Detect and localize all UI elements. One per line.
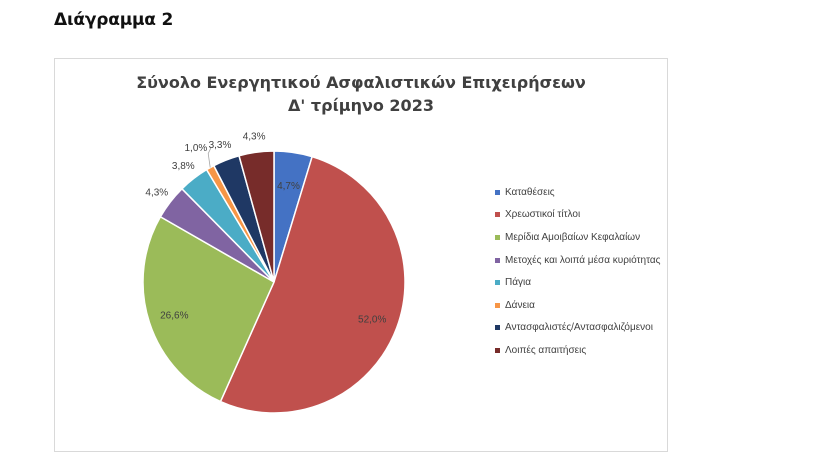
pie-slice xyxy=(238,150,275,283)
page-heading: Διάγραμμα 2 xyxy=(54,10,174,30)
legend-item: Δάνεια xyxy=(495,294,660,317)
data-label: 4,3% xyxy=(243,131,266,142)
legend-item: Πάγια xyxy=(495,271,660,294)
leader-line xyxy=(207,147,212,168)
chart-subtitle: Δ' τρίμηνο 2023 xyxy=(288,96,434,115)
legend-item: Αντασφαλιστές/Αντασφαλιζόμενοι xyxy=(495,317,660,340)
legend-item: Χρεωστικοί τίτλοι xyxy=(495,204,660,227)
data-label: 52,0% xyxy=(358,315,386,326)
legend-swatch xyxy=(495,347,500,353)
data-label: 3,8% xyxy=(172,161,195,172)
legend-label: Μερίδια Αμοιβαίων Κεφαλαίων xyxy=(505,231,641,243)
legend-label: Μετοχές και λοιπά μέσα κυριότητας xyxy=(505,254,661,266)
legend-item: Λοιπές απαιτήσεις xyxy=(495,339,660,362)
legend-swatch xyxy=(495,234,500,240)
data-label: 26,6% xyxy=(160,310,188,321)
chart-legend: Καταθέσεις Χρεωστικοί τίτλοι Μερίδια Αμοιβ… xyxy=(495,181,660,362)
pie-slice xyxy=(142,215,275,403)
chart-title: Σύνολο Ενεργητικού Ασφαλιστικών Επιχειρή… xyxy=(136,73,586,92)
legend-swatch xyxy=(495,280,500,286)
data-label: 1,0% xyxy=(185,143,208,154)
legend-swatch xyxy=(495,257,500,263)
legend-label: Αντασφαλιστές/Αντασφαλιζόμενοι xyxy=(505,322,653,334)
legend-label: Δάνεια xyxy=(505,299,535,311)
pie-chart: 4,7% 52,0% 26,6% 4,3% 3,8% 1,0% 3,3% 4,3% xyxy=(142,131,406,414)
legend-item: Καταθέσεις xyxy=(495,181,660,204)
legend-label: Χρεωστικοί τίτλοι xyxy=(505,209,581,221)
legend-item: Μερίδια Αμοιβαίων Κεφαλαίων xyxy=(495,226,660,249)
legend-swatch xyxy=(495,302,500,308)
legend-label: Πάγια xyxy=(505,277,532,289)
legend-label: Λοιπές απαιτήσεις xyxy=(505,344,587,356)
chart-frame: Σύνολο Ενεργητικού Ασφαλιστικών Επιχειρή… xyxy=(54,58,668,452)
data-label: 4,7% xyxy=(277,181,300,192)
data-label: 4,3% xyxy=(145,188,168,199)
legend-swatch xyxy=(495,189,500,195)
legend-item: Μετοχές και λοιπά μέσα κυριότητας xyxy=(495,249,660,272)
data-label: 3,3% xyxy=(209,140,232,151)
pie-slice xyxy=(219,155,406,414)
legend-swatch xyxy=(495,325,500,331)
legend-label: Καταθέσεις xyxy=(505,186,555,198)
legend-swatch xyxy=(495,212,500,218)
